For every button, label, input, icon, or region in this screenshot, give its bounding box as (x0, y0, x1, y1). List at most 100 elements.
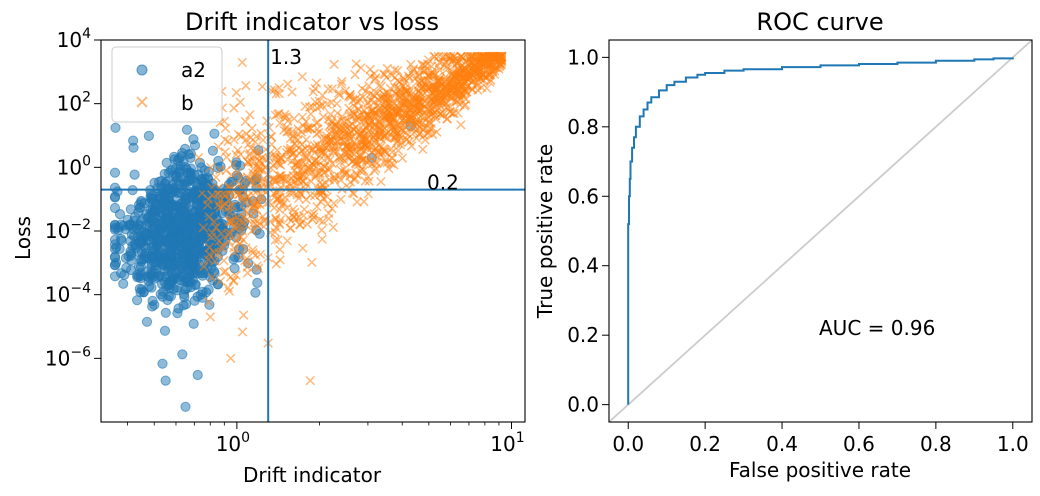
point-a2 (144, 281, 155, 292)
y-tick-label: 104 (57, 26, 91, 52)
point-b (422, 59, 433, 69)
point-a2 (228, 254, 239, 265)
right-chart-title: ROC curve (756, 8, 883, 36)
point-b (489, 69, 500, 80)
point-b (223, 283, 233, 293)
point-b (399, 98, 409, 109)
point-b (418, 144, 428, 155)
point-a2 (161, 157, 172, 168)
point-b (300, 101, 310, 112)
point-b (282, 79, 293, 89)
point-a2 (118, 278, 129, 289)
point-a2 (134, 236, 145, 247)
point-b (344, 183, 354, 193)
legend-marker-a2 (136, 64, 148, 76)
point-b (361, 157, 372, 168)
point-b (224, 286, 235, 296)
point-a2 (125, 204, 136, 215)
point-b (417, 76, 427, 86)
point-a2 (146, 242, 157, 253)
point-b (231, 149, 241, 160)
point-b (324, 121, 334, 131)
point-b (411, 133, 422, 143)
point-b (368, 131, 378, 142)
point-a2 (172, 155, 184, 166)
point-b (334, 153, 344, 163)
roc-curve (627, 57, 1014, 405)
point-a2 (139, 198, 150, 209)
point-a2 (203, 166, 214, 177)
point-b (306, 109, 316, 119)
point-b (301, 179, 311, 189)
point-b (434, 57, 445, 68)
point-b (363, 99, 373, 109)
point-b (248, 190, 258, 200)
point-a2 (149, 257, 160, 268)
point-b (363, 129, 373, 140)
point-a2 (229, 263, 240, 274)
point-b (215, 165, 225, 175)
point-b (477, 62, 488, 73)
point-b (350, 139, 361, 150)
point-a2 (154, 203, 165, 214)
x-tick-label: 0.8 (920, 432, 952, 456)
point-a2 (168, 170, 179, 181)
point-a2 (180, 195, 191, 206)
point-b (436, 93, 446, 103)
point-b (310, 83, 320, 94)
point-b (299, 204, 310, 215)
point-b (292, 129, 303, 139)
point-b (241, 80, 251, 91)
left-y-axis-label: Loss (11, 216, 35, 260)
point-b (442, 64, 453, 74)
point-a2 (110, 122, 121, 133)
point-a2 (143, 130, 154, 141)
point-a2 (177, 349, 188, 360)
right-chart: ROC curve 0.0 0.2 0.4 0.6 0.8 1.0 0.00.20.40.… (533, 8, 1033, 482)
point-b (343, 140, 353, 150)
point-b (393, 82, 403, 93)
point-b (275, 244, 285, 255)
y-tick-label: 0.0 (567, 393, 599, 417)
point-b (435, 82, 445, 92)
y-tick-label: 10−2 (45, 217, 91, 243)
point-b (233, 212, 243, 223)
point-b (325, 164, 335, 174)
point-b (247, 245, 258, 255)
point-b (436, 79, 446, 90)
legend: a2 b (111, 46, 223, 123)
point-b (270, 235, 280, 245)
point-b (453, 84, 463, 95)
point-b (214, 236, 224, 246)
point-b (433, 75, 443, 85)
point-a2 (109, 191, 121, 202)
point-b (237, 191, 248, 202)
point-b (274, 218, 284, 228)
point-b (409, 105, 419, 116)
point-b (282, 236, 293, 246)
point-b (477, 70, 488, 81)
right-y-axis-label: True positive rate (533, 144, 557, 319)
point-b (379, 144, 390, 155)
point-b (287, 87, 297, 97)
point-b (415, 92, 425, 103)
point-b (218, 267, 229, 277)
point-b (336, 115, 347, 125)
point-b (275, 255, 285, 265)
point-b (337, 111, 347, 122)
point-b (300, 159, 311, 170)
point-b (301, 116, 311, 127)
point-a2 (163, 279, 175, 290)
point-a2 (141, 219, 152, 231)
point-b (317, 90, 328, 101)
point-b (307, 257, 317, 268)
point-b (480, 51, 490, 62)
point-b (237, 327, 248, 337)
point-b (291, 213, 301, 224)
left-reference-lines: 1.3 0.2 (101, 40, 525, 422)
point-b (389, 160, 399, 170)
point-a2 (208, 266, 220, 277)
point-b (385, 83, 396, 94)
point-b (289, 207, 300, 218)
point-b (311, 78, 322, 88)
